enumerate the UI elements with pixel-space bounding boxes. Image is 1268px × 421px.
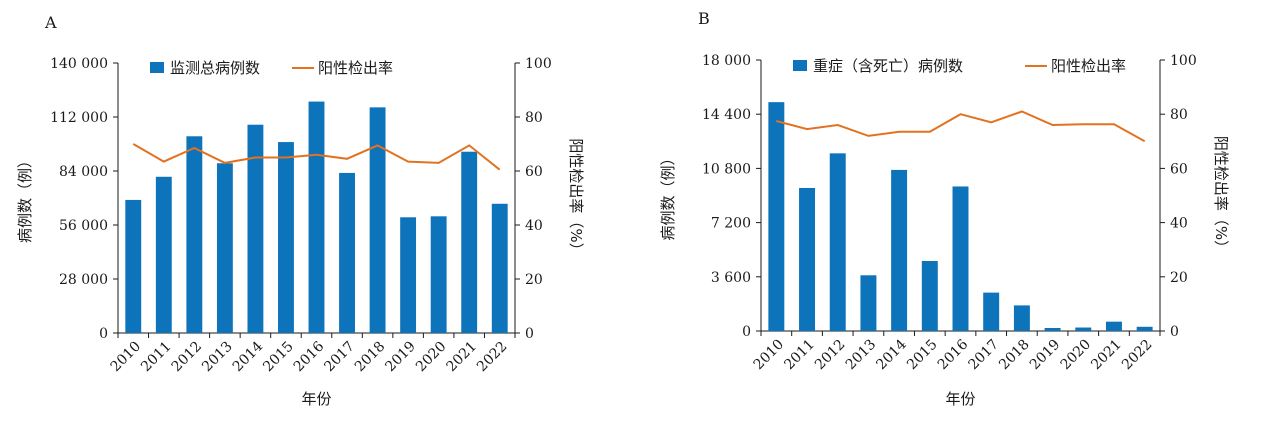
left-tick-label: 18 000 [702,53,751,69]
left-tick-label: 140 000 [50,56,108,72]
bar-2011 [155,176,172,333]
left-tick-label: 56 000 [59,218,108,234]
right-tick-label: 100 [525,56,552,72]
legend-bar-swatch [150,62,164,73]
legend-bar-label: 监测总病例数 [170,59,260,77]
left-tick-label: 28 000 [59,272,108,288]
x-tick-label: 2010 [751,337,788,374]
right-tick-label: 80 [1170,107,1188,123]
x-tick-label: 2022 [474,339,511,376]
x-axis-title: 年份 [945,390,975,408]
x-tick-label: 2019 [382,339,419,376]
bar-2014 [247,124,264,333]
x-tick-label: 2017 [321,339,358,376]
right-tick-label: 60 [525,164,543,180]
bar-2019 [400,217,417,333]
x-tick-label: 2014 [873,336,910,373]
x-tick-label: 2022 [1119,337,1156,374]
bar-2015 [921,260,938,331]
x-tick-label: 2014 [230,338,267,375]
x-tick-label: 2020 [1058,337,1095,374]
left-tick-label: 112 000 [50,110,108,126]
bar-2018 [369,107,386,333]
x-tick-label: 2016 [935,336,972,373]
left-tick-label: 0 [99,326,108,342]
x-tick-label: 2017 [966,337,1003,374]
x-tick-label: 2013 [843,337,880,374]
right-tick-label: 60 [1170,161,1188,177]
bar-2011 [799,187,816,331]
bar-2021 [1105,321,1122,331]
x-tick-label: 2015 [904,337,941,374]
left-tick-label: 10 800 [702,161,751,177]
bar-2016 [308,101,325,333]
bar-2019 [1044,327,1061,331]
bar-2021 [461,151,478,333]
chart-panel-b: B 0 3 600 7 200 10 800 14 400 18 000 0 20 40 60 80 1… [659,9,1230,408]
legend-line-label: 阳性检出率 [1051,57,1126,75]
x-tick-label: 2015 [260,339,297,376]
right-tick-label: 100 [1170,53,1197,69]
line-series-positive-rate [132,143,501,171]
left-tick-label: 3 600 [711,270,751,286]
legend-bar-swatch [793,60,807,71]
bar-2010 [125,199,142,333]
x-tick-label: 2012 [169,339,206,376]
panel-label: A [44,13,57,32]
y2-axis-title: 阳性检出率（%） [1212,136,1230,255]
x-tick-label: 2013 [199,339,236,376]
x-tick-label: 2021 [1088,337,1125,374]
right-tick-label: 40 [1170,216,1188,232]
panel-label: B [698,9,710,28]
x-tick-label: 2011 [138,339,175,376]
bar-2010 [768,102,785,332]
bar-2017 [339,172,355,333]
y-axis-title: 病例数（例） [16,153,34,243]
right-tick-label: 0 [1170,324,1179,340]
x-tick-label: 2019 [1027,337,1064,374]
bar-2022 [491,203,508,333]
right-tick-label: 40 [525,218,543,234]
bar-2014 [891,169,908,331]
x-tick-label: 2011 [781,337,818,374]
chart-panel-a: A 0 28 000 56 000 84 000 112 000 140 000 0 20 40 6… [16,13,585,408]
right-tick-label: 20 [1170,270,1188,286]
line-series-positive-rate [776,110,1146,143]
y-axis-title: 病例数（例） [659,150,677,240]
left-tick-label: 14 400 [702,107,751,123]
x-tick-label: 2010 [108,339,145,376]
bar-2013 [216,163,233,333]
bar-2022 [1136,326,1153,331]
legend-line-label: 阳性检出率 [318,59,393,77]
x-tick-label: 2016 [291,338,328,375]
bar-2020 [1075,327,1092,331]
left-tick-label: 84 000 [59,164,108,180]
right-tick-label: 20 [525,272,543,288]
x-tick-label: 2020 [413,339,450,376]
bar-2020 [430,216,447,333]
bar-2016 [952,186,969,331]
x-tick-label: 2021 [444,339,481,376]
right-tick-label: 80 [525,110,543,126]
left-tick-label: 0 [742,324,751,340]
bar-2013 [860,275,877,331]
bar-2018 [1013,305,1030,331]
left-tick-label: 7 200 [711,216,751,232]
x-tick-label: 2012 [812,337,849,374]
x-tick-label: 2018 [352,339,389,376]
x-tick-label: 2018 [996,337,1033,374]
bar-2017 [983,292,1000,331]
x-axis-title: 年份 [301,390,331,408]
bar-2012 [186,136,203,333]
right-tick-label: 0 [525,326,534,342]
bar-2012 [829,153,846,331]
y2-axis-title: 阳性检出率（%） [567,138,585,257]
bar-2015 [278,142,294,333]
legend-bar-label: 重症（含死亡）病例数 [813,57,963,75]
